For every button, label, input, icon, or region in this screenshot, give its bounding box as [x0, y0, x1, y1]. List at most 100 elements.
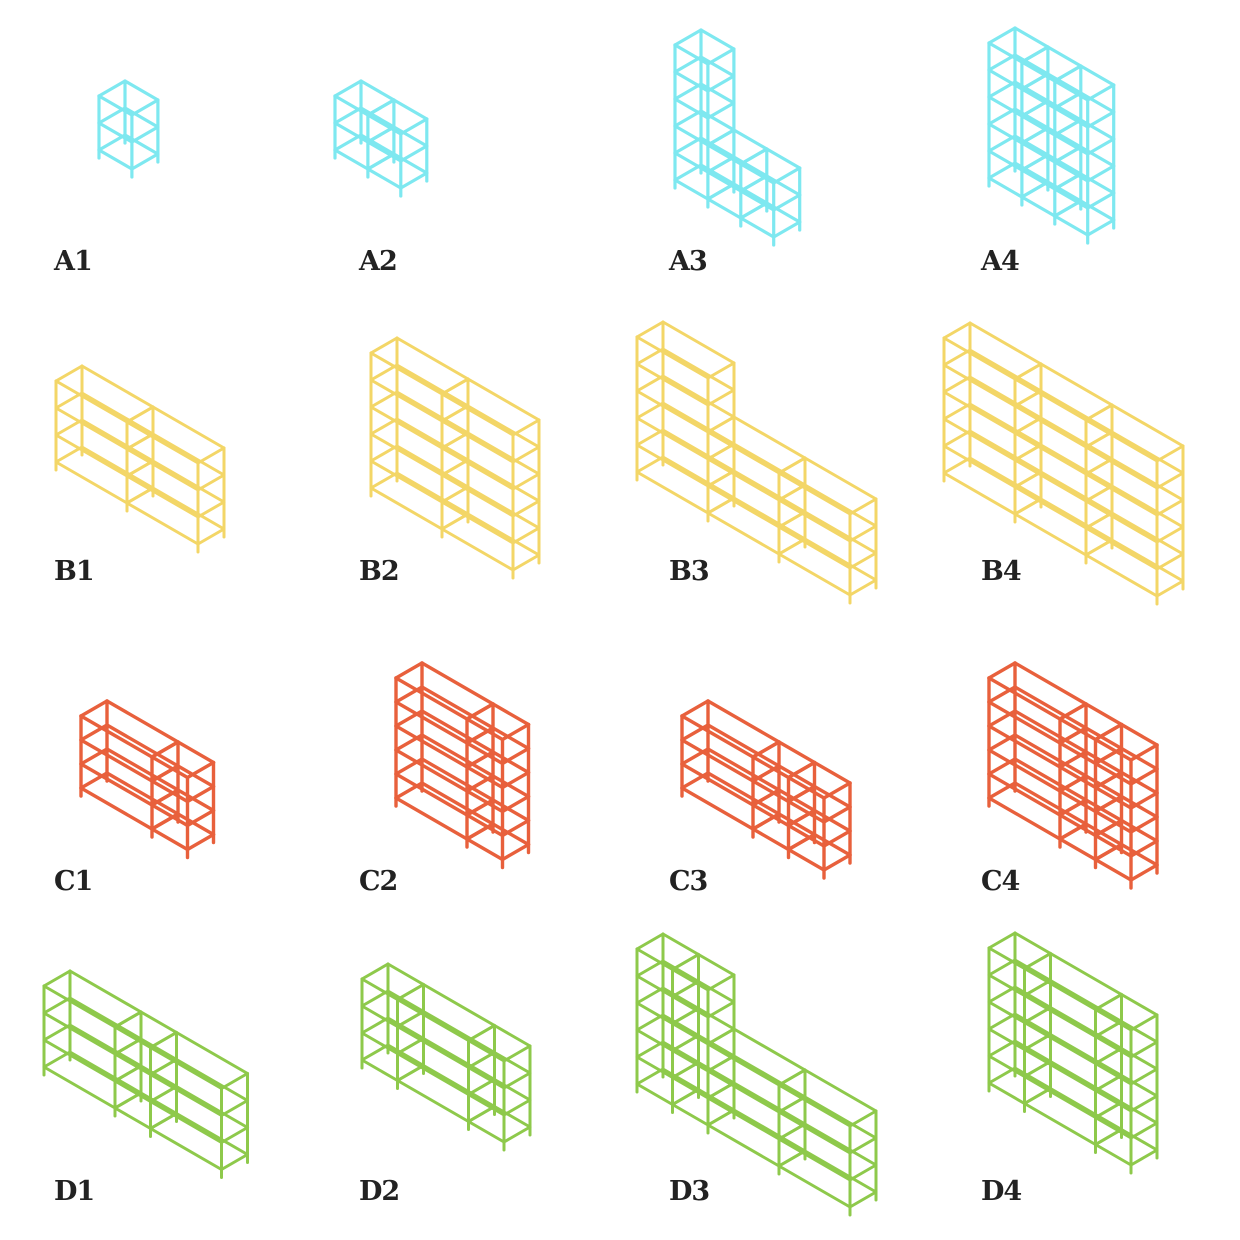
- shelf-rail-front: [1049, 1033, 1123, 1077]
- shelf-rail-back: [751, 827, 791, 852]
- shelf-rail-side: [671, 1034, 700, 1052]
- shelf-rail-side: [777, 1068, 807, 1087]
- shelf-option-c1[interactable]: C1: [0, 620, 310, 930]
- shelf-rail-side: [502, 1044, 532, 1063]
- shelf-label-d3: D3: [669, 1176, 710, 1207]
- shelf-rail-front: [139, 1010, 178, 1034]
- shelf-rail-side: [739, 147, 769, 166]
- shelf-rail-side: [1155, 579, 1185, 598]
- shelf-rail-side: [706, 155, 736, 174]
- shelf-rail-front: [777, 812, 817, 837]
- shelf-option-d3[interactable]: D3: [615, 930, 925, 1240]
- shelf-rail-side: [511, 526, 541, 545]
- shelf-rail-front: [491, 774, 531, 799]
- shelf-rail-front: [386, 962, 425, 986]
- shelf-rail-back: [987, 796, 1062, 841]
- shelf-rail-back: [942, 390, 1017, 435]
- shelf-rail-back: [1084, 499, 1159, 544]
- shelf-rail-back: [1013, 485, 1088, 530]
- shelf-rail-side: [440, 512, 470, 531]
- shelf-rail-side: [848, 1136, 878, 1155]
- shelf-rail-side: [777, 1122, 807, 1141]
- shelf-rail-front: [176, 764, 216, 789]
- shelf-rail-front: [697, 1007, 736, 1031]
- shelf-rail-back: [1013, 458, 1088, 503]
- shelf-rail-back: [1093, 761, 1133, 786]
- shelf-rail-back: [113, 1052, 152, 1076]
- shelf-rail-back: [150, 779, 190, 804]
- shelf-rail-back: [150, 827, 190, 852]
- shelf-rail-front: [1013, 1039, 1052, 1063]
- shelf-option-a3[interactable]: A3: [615, 0, 925, 310]
- shelf-rail-back: [396, 998, 470, 1042]
- shelf-rail-side: [1129, 791, 1159, 810]
- shelf-rail-front: [175, 1112, 249, 1156]
- shelf-rail-side: [185, 784, 216, 804]
- shelf-rail-front: [386, 989, 425, 1013]
- shelf-rail-back: [394, 676, 469, 721]
- shelf-rail-front: [422, 1037, 496, 1081]
- shelf-rail-front: [105, 723, 180, 768]
- shelf-option-c4[interactable]: C4: [927, 620, 1237, 930]
- shelf-rail-back: [680, 786, 755, 831]
- shelf-rail-side: [822, 853, 852, 872]
- shelf-rail-front: [803, 456, 878, 501]
- shelf-rail-side: [987, 1012, 1017, 1031]
- shelf-rail-front: [80, 364, 155, 409]
- shelf-rail-front: [968, 375, 1043, 420]
- shelf-rail-back: [79, 714, 154, 759]
- shelf-rail-front: [493, 1024, 532, 1048]
- shelf-rail-front: [661, 347, 736, 392]
- shelf-label-a3: A3: [669, 246, 708, 277]
- shelf-rail-side: [1094, 1128, 1123, 1146]
- shelf-rail-back: [394, 724, 469, 769]
- shelf-rail-side: [467, 1105, 496, 1123]
- shelf-rail-side: [396, 983, 425, 1001]
- shelf-rail-front: [1039, 443, 1114, 488]
- shelf-rail-front: [422, 983, 496, 1027]
- shelf-rail-side: [369, 363, 399, 382]
- shelf-rail-back: [150, 803, 190, 828]
- shelf-rail-front: [1079, 91, 1116, 114]
- shelf-option-b2[interactable]: B2: [305, 310, 615, 620]
- shelf-option-b4[interactable]: B4: [927, 310, 1237, 620]
- shelf-rail-front: [661, 1040, 700, 1064]
- shelf-option-a4[interactable]: A4: [927, 0, 1237, 310]
- shelf-rail-side: [1084, 403, 1114, 422]
- shelf-option-d2[interactable]: D2: [305, 930, 615, 1240]
- shelf-rail-side: [671, 980, 700, 998]
- shelf-rail-back: [150, 755, 190, 780]
- shelf-rail-side: [360, 1043, 390, 1062]
- shelf-rail-back: [54, 433, 129, 478]
- shelf-rail-front: [1084, 774, 1124, 799]
- shelf-option-d1[interactable]: D1: [0, 930, 310, 1240]
- shelf-rail-side: [635, 1040, 665, 1059]
- shelf-option-c2[interactable]: C2: [305, 620, 615, 930]
- shelf-rail-side: [671, 1088, 700, 1106]
- shelf-option-b3[interactable]: B3: [615, 310, 925, 620]
- shelf-rail-back: [706, 1042, 781, 1087]
- shelf-rail-front: [1039, 362, 1114, 407]
- shelf-rail-side: [706, 1054, 736, 1073]
- shelf-rail-back: [987, 946, 1026, 970]
- shelf-rail-side: [440, 431, 470, 450]
- shelf-option-a1[interactable]: A1: [0, 0, 310, 310]
- shelf-rail-side: [680, 699, 710, 718]
- shelf-rail-back: [987, 1081, 1026, 1105]
- shelf-rail-back: [1094, 1062, 1133, 1086]
- shelf-diagram-b1: [54, 364, 226, 554]
- shelf-rail-back: [360, 977, 399, 1001]
- shelf-rail-back: [635, 389, 710, 434]
- shelf-option-b1[interactable]: B1: [0, 310, 310, 620]
- shelf-rail-front: [493, 1105, 532, 1129]
- shelf-rail-side: [777, 537, 807, 556]
- shelf-rail-front: [1110, 457, 1185, 502]
- shelf-option-c3[interactable]: C3: [615, 620, 925, 930]
- shelf-rail-front: [661, 959, 700, 983]
- shelf-rail-side: [113, 1091, 143, 1110]
- shelf-option-a2[interactable]: A2: [305, 0, 615, 310]
- shelf-rail-side: [1020, 99, 1050, 118]
- shelf-diagram-c4: [987, 661, 1159, 890]
- shelf-rail-side: [1023, 952, 1052, 970]
- shelf-option-d4[interactable]: D4: [927, 930, 1237, 1240]
